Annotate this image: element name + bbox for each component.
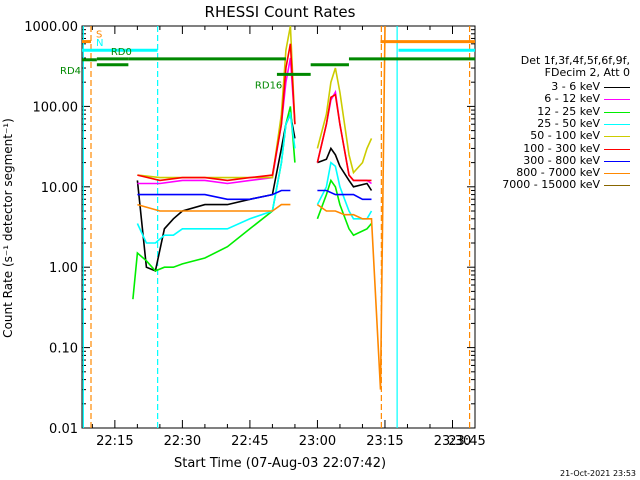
legend-swatch bbox=[604, 160, 630, 162]
y-axis-label: Count Rate (s⁻¹ detector segment⁻¹) bbox=[1, 118, 15, 338]
y-tick-label: 1000.00 bbox=[24, 20, 78, 35]
x-tick-label: 23:45 bbox=[448, 434, 485, 449]
legend-swatch bbox=[604, 99, 630, 101]
x-tick-label: 23:00 bbox=[299, 434, 336, 449]
state-bar-label: S bbox=[96, 30, 102, 41]
y-tick-label: 100.00 bbox=[33, 100, 79, 115]
x-tick-label: 22:45 bbox=[231, 434, 268, 449]
plot-frame bbox=[81, 25, 476, 429]
y-tick-label: 1.00 bbox=[49, 261, 78, 276]
legend-swatch bbox=[604, 173, 630, 175]
y-tick-label: 0.10 bbox=[49, 342, 78, 357]
x-tick-label: 22:15 bbox=[96, 434, 133, 449]
chart-title: RHESSI Count Rates bbox=[205, 3, 356, 21]
legend-swatch bbox=[604, 185, 630, 187]
legend-swatch bbox=[604, 111, 630, 113]
series-line-7 bbox=[137, 25, 386, 390]
state-bar-label: RD16 bbox=[255, 80, 282, 91]
x-axis-label: Start Time (07-Aug-03 22:07:42) bbox=[174, 456, 386, 471]
legend-header-line1: Det 1f,3f,4f,5f,6f,9f, bbox=[520, 54, 630, 67]
legend-entry: 800 - 7000 keV bbox=[516, 166, 600, 180]
x-tick-label: 22:30 bbox=[164, 434, 201, 449]
plot-area: 0.01 0.10 1.00 10.00 100.00 1000.00 22:15 22:30… bbox=[24, 20, 486, 449]
legend-swatch bbox=[604, 148, 630, 150]
x-tick-label: 23:15 bbox=[366, 434, 403, 449]
legend-entry: 25 - 50 keV bbox=[537, 116, 600, 130]
state-bar-label: N bbox=[96, 38, 103, 49]
legend-entry: 6 - 12 keV bbox=[544, 92, 600, 106]
x-tick-label: 23:30 bbox=[434, 434, 471, 449]
state-bar-label: RD0 bbox=[111, 47, 132, 58]
legend-swatch bbox=[604, 123, 630, 125]
series-line-5 bbox=[137, 43, 372, 182]
series-line-6 bbox=[137, 189, 372, 201]
legend-entry: 7000 - 15000 keV bbox=[502, 178, 600, 192]
legend-entry: 50 - 100 keV bbox=[530, 129, 600, 143]
footer-timestamp: 21-Oct-2021 23:53 bbox=[560, 469, 636, 478]
legend-header-line2: FDecim 2, Att 0 bbox=[544, 66, 630, 79]
legend-entry: 12 - 25 keV bbox=[537, 104, 600, 118]
y-tick-label: 10.00 bbox=[41, 181, 78, 196]
legend-swatch bbox=[604, 136, 630, 138]
legend-entry: 100 - 300 keV bbox=[523, 141, 600, 155]
legend-swatch bbox=[604, 87, 630, 88]
state-bar-label: RD4 bbox=[60, 66, 81, 77]
legend-entry: 3 - 6 keV bbox=[551, 80, 600, 93]
legend-entry: 300 - 800 keV bbox=[523, 153, 600, 167]
y-tick-label: 0.01 bbox=[49, 422, 78, 437]
